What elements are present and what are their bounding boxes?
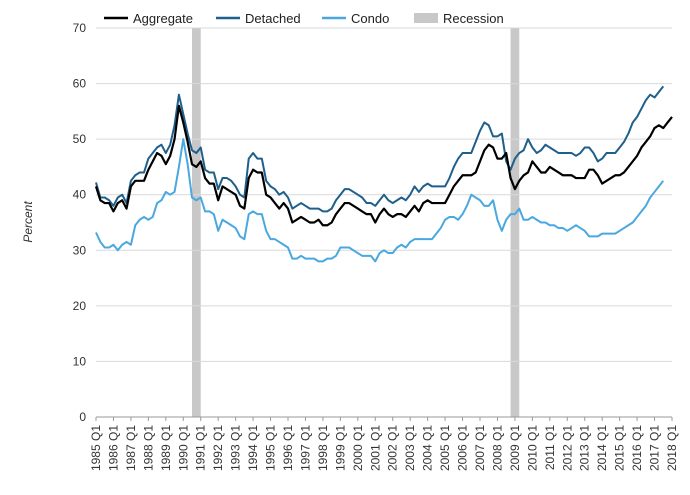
y-tick-label: 30: [73, 243, 87, 257]
y-tick-label: 70: [73, 21, 87, 35]
x-tick-label: 1998 Q1: [316, 425, 330, 471]
legend-label-aggregate: Aggregate: [133, 11, 193, 26]
x-tick-label: 1999 Q1: [333, 425, 347, 471]
series-line-condo: [95, 138, 665, 263]
x-tick-label: 1988 Q1: [141, 425, 155, 471]
y-tick-label: 20: [73, 299, 87, 313]
x-tick-label: 1990 Q1: [176, 425, 190, 471]
x-tick-label: 1992 Q1: [211, 425, 225, 471]
x-axis: 1985 Q1 1986 Q1 1987 Q1 1988 Q1 1989 Q1 1990 …: [89, 417, 679, 471]
x-tick-label: 2007 Q1: [473, 425, 487, 471]
legend-item-condo[interactable]: Condo: [322, 11, 389, 26]
y-axis: 0 10 20 30 40 50 60 70: [73, 21, 87, 424]
series-line-aggregate: [94, 104, 673, 227]
y-axis-label: Percent: [21, 201, 35, 243]
recession-band-2: [510, 28, 520, 417]
x-tick-label: 1991 Q1: [194, 425, 208, 471]
x-tick-label: 2003 Q1: [403, 425, 417, 471]
legend-label-recession: Recession: [443, 11, 504, 26]
series-line-detached: [95, 85, 665, 213]
legend-label-detached: Detached: [245, 11, 301, 26]
legend-item-recession[interactable]: Recession: [414, 11, 504, 26]
x-tick-label: 2001 Q1: [368, 425, 382, 471]
x-tick-label: 2012 Q1: [560, 425, 574, 471]
y-tick-label: 40: [73, 188, 87, 202]
x-tick-label: 2017 Q1: [648, 425, 662, 471]
x-tick-label: 1997 Q1: [298, 425, 312, 471]
recession-bands: [192, 28, 520, 417]
x-tick-label: 2013 Q1: [578, 425, 592, 471]
series-lines: [94, 85, 673, 263]
y-tick-label: 50: [73, 132, 87, 146]
x-tick-label: 2018 Q1: [665, 425, 679, 471]
x-tick-label: 1994 Q1: [246, 425, 260, 471]
recession-band-1: [192, 28, 201, 417]
x-tick-label: 2000 Q1: [351, 425, 365, 471]
x-tick-label: 2015 Q1: [613, 425, 627, 471]
x-tick-label: 2002 Q1: [386, 425, 400, 471]
legend-label-condo: Condo: [351, 11, 389, 26]
legend: Aggregate Detached Condo Recession: [104, 11, 504, 26]
legend-item-aggregate[interactable]: Aggregate: [104, 11, 193, 26]
x-tick-label: 2011 Q1: [543, 425, 557, 470]
y-tick-label: 10: [73, 354, 87, 368]
x-tick-label: 2005 Q1: [438, 425, 452, 471]
x-tick-label: 2010 Q1: [525, 425, 539, 471]
x-tick-label: 1987 Q1: [124, 425, 138, 471]
x-tick-label: 2016 Q1: [630, 425, 644, 471]
y-tick-label: 0: [79, 410, 86, 424]
y-tick-label: 60: [73, 77, 87, 91]
x-tick-label: 1986 Q1: [106, 425, 120, 471]
x-tick-label: 1996 Q1: [281, 425, 295, 471]
legend-item-detached[interactable]: Detached: [216, 11, 301, 26]
x-tick-label: 1995 Q1: [264, 425, 278, 471]
x-tick-label: 2014 Q1: [595, 425, 609, 471]
x-tick-label: 2004 Q1: [421, 425, 435, 471]
x-tick-label: 1985 Q1: [89, 425, 103, 471]
x-tick-label: 1993 Q1: [229, 425, 243, 471]
x-tick-label: 2009 Q1: [508, 425, 522, 471]
x-tick-label: 1989 Q1: [159, 425, 173, 471]
x-tick-label: 2008 Q1: [490, 425, 504, 471]
x-tick-label: 2006 Q1: [456, 425, 470, 471]
grid-lines: [96, 27, 672, 418]
